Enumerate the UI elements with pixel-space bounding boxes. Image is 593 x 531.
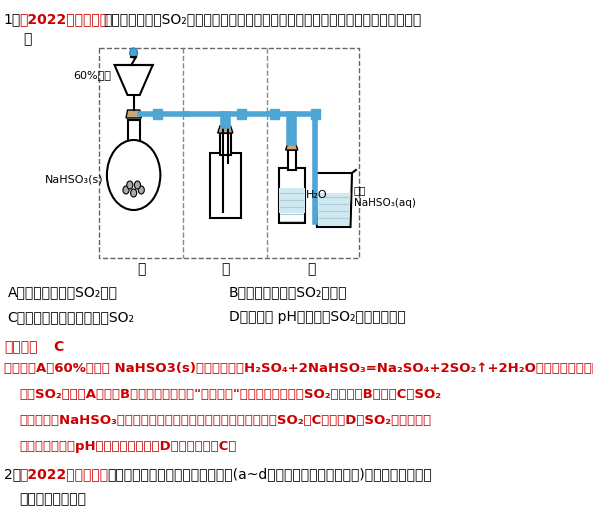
- Text: 若将铜丝插入热浓硫酸中进行如图(a~d均为浸有相应试液的棉花)所示的探究实验，: 若将铜丝插入热浓硫酸中进行如图(a~d均为浸有相应试液的棉花)所示的探究实验，: [107, 467, 432, 481]
- Text: 【2022年广东卷】: 【2022年广东卷】: [19, 467, 108, 481]
- Text: 饱和: 饱和: [353, 185, 366, 195]
- Circle shape: [130, 48, 138, 58]
- Polygon shape: [286, 143, 298, 150]
- Text: C: C: [53, 340, 63, 354]
- Text: C．用装置丙吸收尾气中的SO₂: C．用装置丙吸收尾气中的SO₂: [8, 310, 135, 324]
- Text: 制取SO₂气体，A正确；B．气体通入液体时"长进短处"，装置乙可以制取SO₂水溶液，B正确；C．SO₂: 制取SO₂气体，A正确；B．气体通入液体时"长进短处"，装置乙可以制取SO₂水溶…: [19, 388, 441, 401]
- Circle shape: [130, 189, 137, 197]
- Circle shape: [127, 181, 133, 189]
- Polygon shape: [218, 126, 233, 133]
- Polygon shape: [114, 65, 153, 95]
- Circle shape: [138, 186, 144, 194]
- Bar: [279, 168, 305, 223]
- Text: 【2022年江苏卷】: 【2022年江苏卷】: [19, 12, 108, 26]
- Text: 丙: 丙: [307, 262, 315, 276]
- Text: B．用装置乙制取SO₂水溶液: B．用装置乙制取SO₂水溶液: [229, 285, 347, 299]
- Bar: [237, 109, 246, 119]
- Text: 乙: 乙: [221, 262, 229, 276]
- Circle shape: [123, 186, 129, 194]
- Text: 实验室制取少量SO₂水溶液并探究其酸性，下列实验装置和操作不能达到实验目的的: 实验室制取少量SO₂水溶液并探究其酸性，下列实验装置和操作不能达到实验目的的: [103, 12, 422, 26]
- Text: 【解析】A．60%硫酸和 NaHSO3(s)可发生反应：H₂SO₄+2NaHSO₃=Na₂SO₄+2SO₂↑+2H₂O，因此装置甲可以: 【解析】A．60%硫酸和 NaHSO3(s)可发生反应：H₂SO₄+2NaHSO…: [4, 362, 593, 375]
- Bar: [279, 188, 305, 213]
- Polygon shape: [126, 110, 141, 118]
- Text: A．用装置甲制取SO₂气体: A．用装置甲制取SO₂气体: [8, 285, 117, 299]
- Text: 下列分析正确的是: 下列分析正确的是: [19, 492, 86, 506]
- Text: NaHSO₃(aq): NaHSO₃(aq): [353, 198, 416, 208]
- Text: H₂O: H₂O: [306, 190, 328, 200]
- Bar: [270, 109, 279, 119]
- Bar: [153, 109, 162, 119]
- Bar: [311, 109, 320, 119]
- Text: 不会与饱和NaHSO₃溶液发生反应，因此装置丙不能吸收尾气中的SO₂，C错误；D．SO₂水溶液显酸: 不会与饱和NaHSO₃溶液发生反应，因此装置丙不能吸收尾气中的SO₂，C错误；D…: [19, 414, 431, 427]
- Text: 【答案】: 【答案】: [4, 340, 37, 354]
- Circle shape: [107, 140, 160, 210]
- Polygon shape: [317, 193, 350, 226]
- Bar: [220, 133, 231, 155]
- Text: 60%硫酸: 60%硫酸: [73, 70, 111, 80]
- Text: 1．: 1．: [4, 12, 21, 26]
- Text: D．用干燥 pH试纸检验SO₂水溶液的酸性: D．用干燥 pH试纸检验SO₂水溶液的酸性: [229, 310, 406, 324]
- Circle shape: [135, 181, 141, 189]
- Bar: [288, 150, 295, 170]
- Text: 性，可用干燥的pH试纸检验其酸性，D正确；答案选C。: 性，可用干燥的pH试纸检验其酸性，D正确；答案选C。: [19, 440, 237, 453]
- Text: 是: 是: [23, 32, 31, 46]
- Polygon shape: [315, 173, 352, 227]
- Bar: [210, 153, 241, 218]
- Text: NaHSO₃(s): NaHSO₃(s): [44, 175, 103, 185]
- Text: 2．: 2．: [4, 467, 21, 481]
- Text: 甲: 甲: [137, 262, 145, 276]
